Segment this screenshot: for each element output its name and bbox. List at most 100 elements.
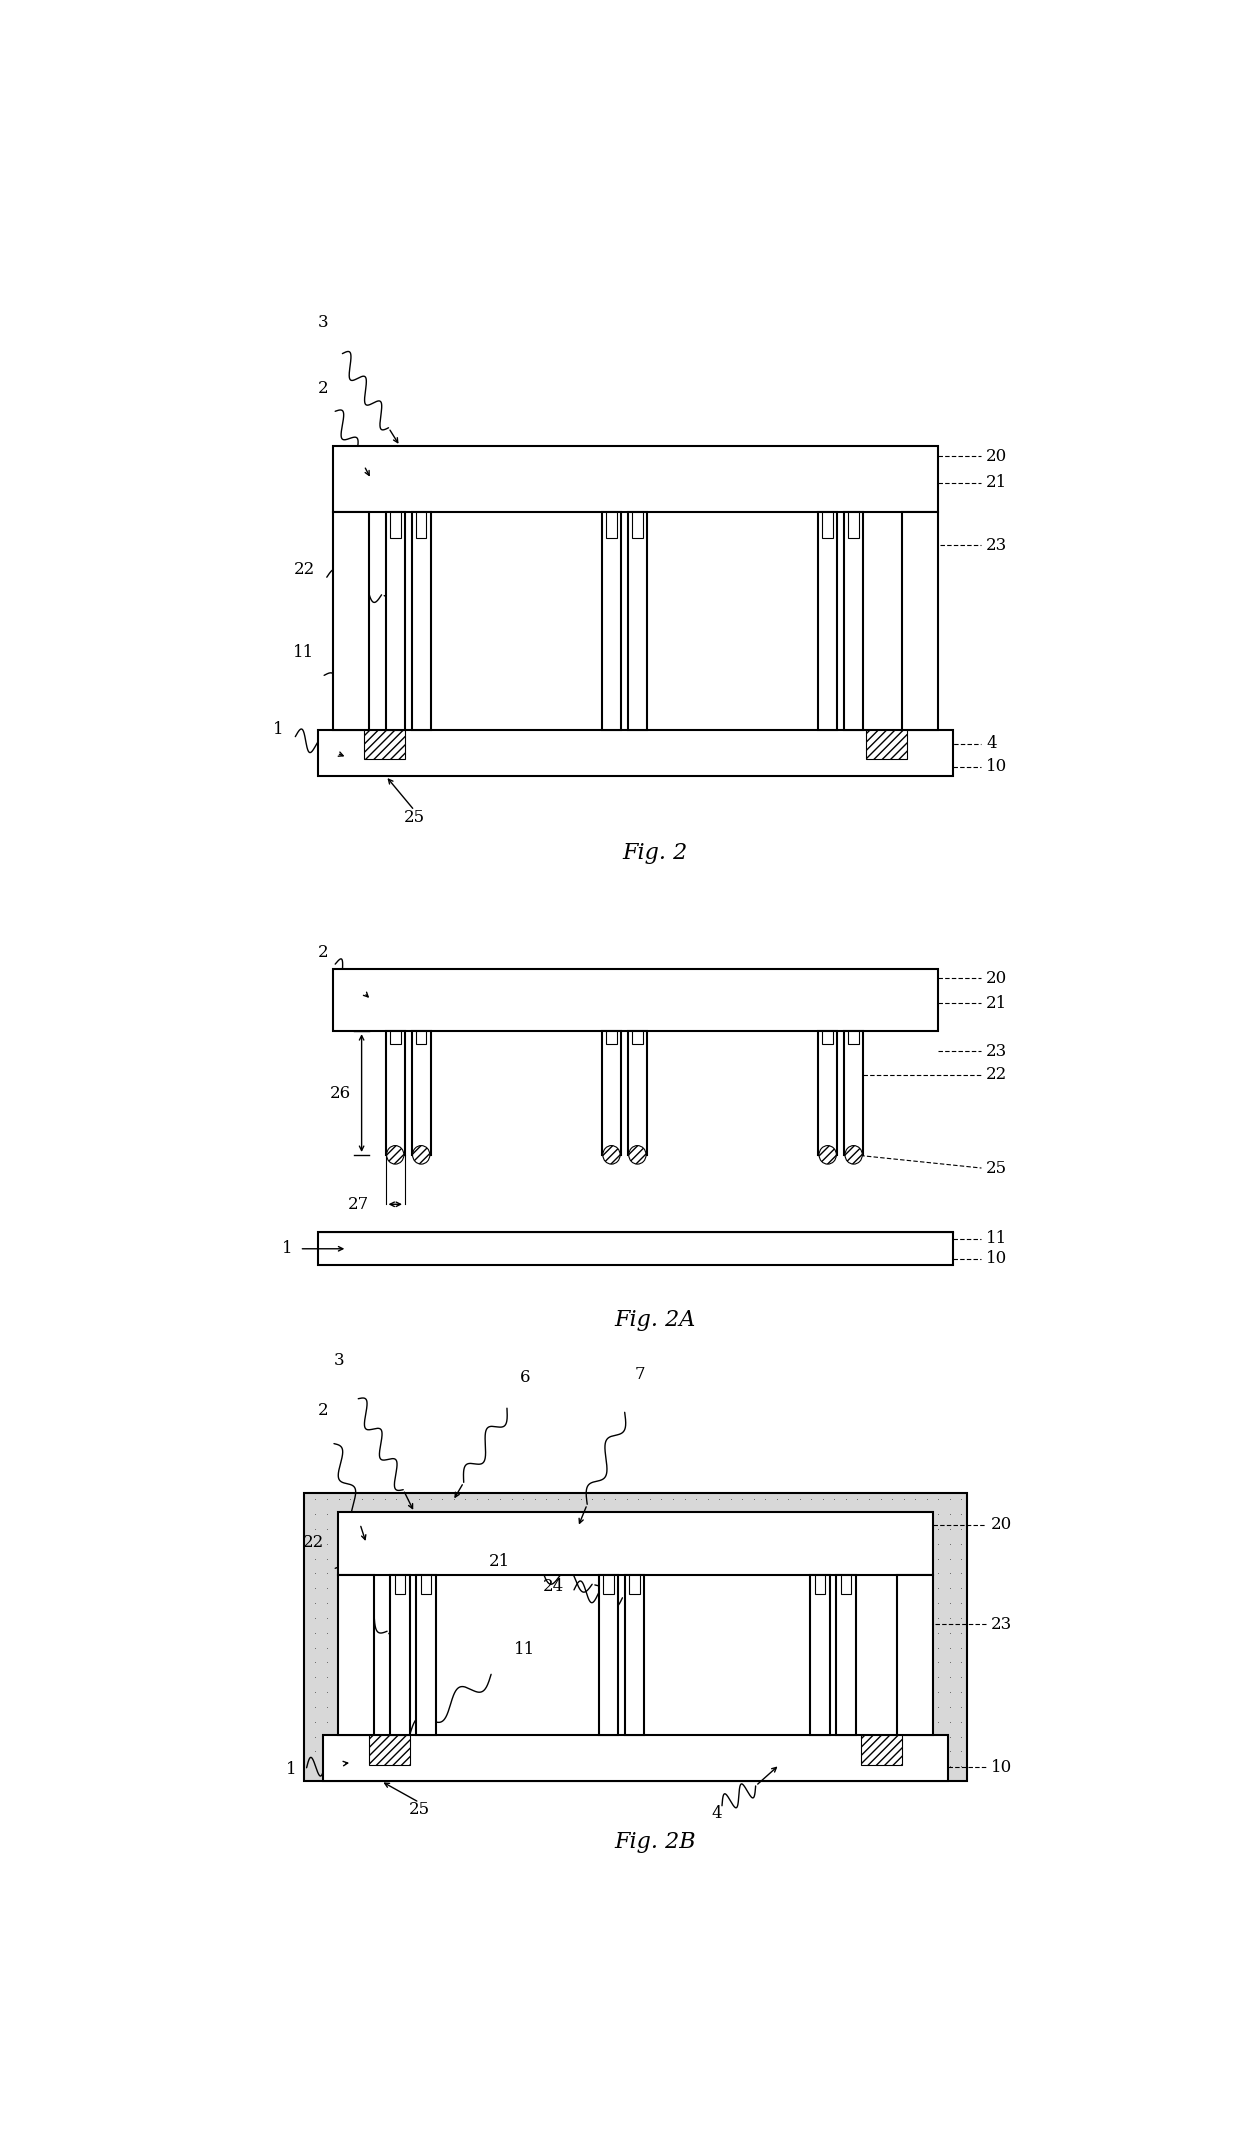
Ellipse shape <box>603 1145 620 1164</box>
Bar <box>394 1575 405 1594</box>
Bar <box>606 511 616 539</box>
Bar <box>632 1031 642 1044</box>
Bar <box>815 1575 826 1594</box>
Bar <box>370 511 901 730</box>
Bar <box>415 511 427 539</box>
Text: 23: 23 <box>986 1042 1008 1059</box>
Text: 4: 4 <box>986 734 997 751</box>
Text: 26: 26 <box>330 1085 351 1102</box>
Bar <box>332 969 939 1031</box>
Bar <box>337 1513 934 1575</box>
Bar <box>412 1031 430 1156</box>
Text: 2: 2 <box>317 944 329 961</box>
Bar <box>627 1031 647 1156</box>
Text: 3: 3 <box>335 1352 345 1370</box>
Text: 10: 10 <box>991 1759 1012 1776</box>
Bar <box>844 511 863 730</box>
Bar <box>604 1575 614 1594</box>
Bar <box>836 1575 856 1736</box>
Bar <box>370 1736 409 1766</box>
Bar <box>332 447 939 511</box>
Bar <box>389 1031 401 1044</box>
Bar <box>901 511 939 730</box>
Text: 24: 24 <box>601 595 622 612</box>
Bar <box>822 511 833 539</box>
Text: 20: 20 <box>991 1517 1012 1534</box>
Text: 22: 22 <box>303 1534 324 1552</box>
Bar <box>386 1031 404 1156</box>
Text: 25: 25 <box>409 1800 430 1817</box>
Bar <box>629 1575 640 1594</box>
Bar <box>848 1031 859 1044</box>
Text: 23: 23 <box>986 537 1008 554</box>
Bar <box>818 1031 837 1156</box>
Text: 25: 25 <box>986 1160 1007 1177</box>
Bar <box>391 1575 409 1736</box>
Bar <box>319 1233 952 1265</box>
Bar <box>337 1575 374 1736</box>
Text: Fig. 2: Fig. 2 <box>622 843 687 865</box>
Bar <box>822 1031 833 1044</box>
Text: Fig. 2B: Fig. 2B <box>614 1832 696 1853</box>
Bar <box>324 1736 947 1780</box>
Bar <box>389 511 401 539</box>
Ellipse shape <box>413 1145 430 1164</box>
Text: 10: 10 <box>986 1250 1008 1267</box>
Text: 11: 11 <box>294 644 315 661</box>
Ellipse shape <box>844 1145 862 1164</box>
Bar <box>420 1575 432 1594</box>
Bar <box>319 730 952 777</box>
Bar <box>625 1575 644 1736</box>
Bar <box>848 511 859 539</box>
Ellipse shape <box>387 1145 404 1164</box>
Bar <box>332 511 370 730</box>
Ellipse shape <box>629 1145 646 1164</box>
Bar <box>627 511 647 730</box>
Bar <box>304 1494 967 1780</box>
Text: 27: 27 <box>348 1196 370 1213</box>
Text: 23: 23 <box>991 1616 1012 1633</box>
Text: Fig. 2A: Fig. 2A <box>614 1310 696 1331</box>
Bar <box>417 1575 435 1736</box>
Text: 1: 1 <box>283 1241 293 1258</box>
Text: 24: 24 <box>543 1577 564 1594</box>
Bar <box>374 1575 897 1736</box>
Text: 22: 22 <box>294 561 315 578</box>
Text: 7: 7 <box>635 1365 646 1382</box>
Bar <box>386 511 404 730</box>
Text: 20: 20 <box>986 447 1008 464</box>
Bar <box>365 730 404 760</box>
Text: 10: 10 <box>986 758 1008 775</box>
Bar <box>601 1031 621 1156</box>
Ellipse shape <box>820 1145 836 1164</box>
Bar <box>811 1575 830 1736</box>
Bar <box>599 1575 619 1736</box>
Bar <box>412 511 430 730</box>
Text: 25: 25 <box>404 809 425 826</box>
Bar <box>862 1736 901 1766</box>
Bar <box>897 1575 934 1736</box>
Text: 21: 21 <box>986 995 1008 1012</box>
Text: 22: 22 <box>986 1066 1008 1083</box>
Bar <box>601 511 621 730</box>
Text: 21: 21 <box>489 1554 510 1571</box>
Text: 11: 11 <box>515 1641 536 1659</box>
Text: 21: 21 <box>986 475 1008 490</box>
Bar <box>841 1575 851 1594</box>
Text: 24: 24 <box>601 1064 622 1081</box>
Bar <box>818 511 837 730</box>
Bar <box>374 1575 897 1736</box>
Text: 1: 1 <box>273 721 283 738</box>
Text: 1: 1 <box>286 1761 296 1778</box>
Bar <box>866 730 906 760</box>
Bar <box>844 1031 863 1156</box>
Text: 4: 4 <box>712 1806 723 1823</box>
Text: 3: 3 <box>317 315 329 332</box>
Text: 11: 11 <box>986 1230 1008 1248</box>
Bar <box>632 511 642 539</box>
Text: 2: 2 <box>317 381 329 398</box>
Text: 6: 6 <box>520 1370 531 1387</box>
Bar <box>415 1031 427 1044</box>
Bar <box>606 1031 616 1044</box>
Text: 2: 2 <box>317 1402 329 1419</box>
